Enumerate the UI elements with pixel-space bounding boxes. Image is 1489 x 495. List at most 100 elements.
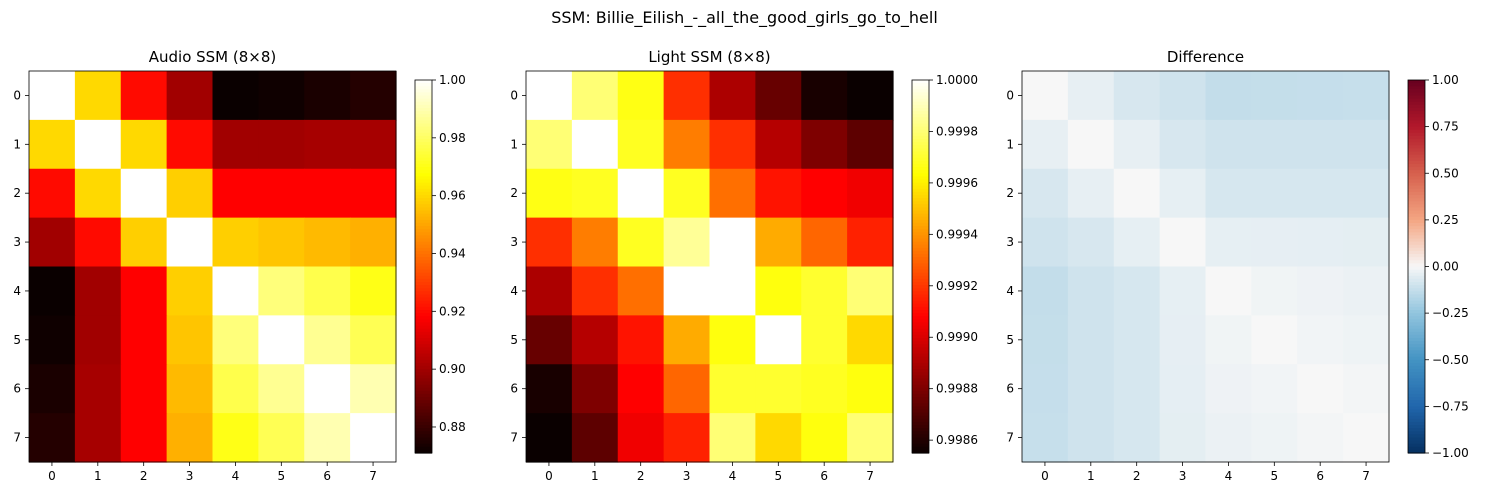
cell-6-3 [663,364,711,414]
cell-7-4 [212,413,259,463]
colorbar-segment [912,204,929,209]
colorbar-segment [415,92,432,97]
cell-2-6 [304,168,351,219]
colorbar-segment [912,238,929,243]
colorbar-tick-label: 1.00 [1432,73,1459,87]
colorbar-segment [912,222,929,227]
cell-2-2 [120,168,168,219]
colorbar-segment [912,210,929,215]
cell-4-7 [1343,266,1390,316]
cell-0-2 [617,71,665,121]
colorbar-segment [415,185,432,190]
colorbar-segment [912,303,929,308]
colorbar-segment [415,145,432,149]
cell-2-0 [29,168,76,219]
cell-0-0 [526,71,573,121]
colorbar-segment [415,331,432,336]
colorbar-segment [912,241,929,246]
colorbar-segment [912,185,929,190]
x-tick-label: 6 [323,469,331,483]
cell-1-5 [755,119,802,170]
colorbar-segment [1408,328,1425,333]
colorbar-segment [415,219,432,224]
colorbar-segment [1408,135,1425,140]
cell-1-6 [801,119,848,170]
colorbar-segment [415,440,432,445]
colorbar-segment [1408,182,1425,187]
colorbar-segment [912,272,929,277]
x-tick-label: 5 [774,469,782,483]
colorbar-segment [415,86,432,90]
colorbar-segment [1408,409,1425,414]
colorbar-segment [912,235,929,240]
colorbar-segment [1408,415,1425,420]
colorbar-segment [1408,250,1425,255]
cell-5-5 [258,315,305,365]
colorbar-segment [912,213,929,218]
colorbar-segment [912,123,929,128]
colorbar-segment [1408,400,1425,404]
figure-title: SSM: Billie_Eilish_-_all_the_good_girls_… [551,8,938,27]
cell-1-7 [1343,119,1390,170]
colorbar-segment [912,92,929,97]
y-tick-label: 3 [510,235,518,249]
colorbar-segment [912,431,929,435]
colorbar-segment [912,278,929,283]
cell-7-0 [1022,413,1069,463]
colorbar-segment [415,393,432,398]
colorbar-segment [415,390,432,395]
colorbar-tick-label: 0.9998 [936,124,978,138]
cell-5-4 [212,315,259,365]
colorbar-segment [912,337,929,342]
cell-5-1 [74,315,122,365]
colorbar-segment [415,415,432,420]
colorbar-segment [912,219,929,224]
cell-1-3 [663,119,711,170]
colorbar-segment [1408,226,1425,230]
cell-6-0 [1022,364,1069,414]
cell-0-4 [709,71,756,121]
colorbar-segment [415,285,432,289]
colorbar-segment [415,421,432,426]
cell-0-6 [304,71,351,121]
colorbar-segment [1408,446,1425,451]
y-tick-label: 2 [13,186,21,200]
colorbar-segment [1408,403,1425,407]
colorbar-segment [415,151,432,156]
cell-2-4 [1205,168,1252,219]
colorbar-segment [912,86,929,90]
colorbar-segment [415,142,432,146]
colorbar-segment [415,403,432,407]
cell-4-4 [709,266,756,316]
cell-4-5 [1251,266,1298,316]
cell-2-5 [755,168,802,219]
y-tick-label: 0 [13,88,21,102]
cell-1-1 [74,119,122,170]
colorbar-segment [415,369,432,373]
colorbar-segment [1408,331,1425,336]
colorbar-segment [1408,167,1425,171]
colorbar-segment [1408,347,1425,352]
colorbar-segment [415,129,432,134]
colorbar-segment [415,167,432,171]
cell-1-7 [847,119,894,170]
colorbar-segment [912,216,929,221]
colorbar-segment [912,384,929,389]
colorbar-segment [1408,334,1425,339]
cell-6-6 [304,364,351,414]
colorbar-segment [912,182,929,187]
cell-3-3 [166,217,214,268]
colorbar-segment [912,95,929,100]
cell-5-7 [350,315,397,365]
colorbar-segment [912,129,929,134]
colorbar-segment [912,322,929,327]
colorbar-segment [415,117,432,122]
x-tick-label: 0 [1041,469,1049,483]
colorbar-segment [912,232,929,237]
cell-3-6 [1297,217,1344,268]
colorbar-tick-label: −1.00 [1432,446,1469,460]
cell-4-6 [1297,266,1344,316]
colorbar-segment [1408,297,1425,302]
cell-7-0 [526,413,573,463]
colorbar-segment [415,428,432,432]
